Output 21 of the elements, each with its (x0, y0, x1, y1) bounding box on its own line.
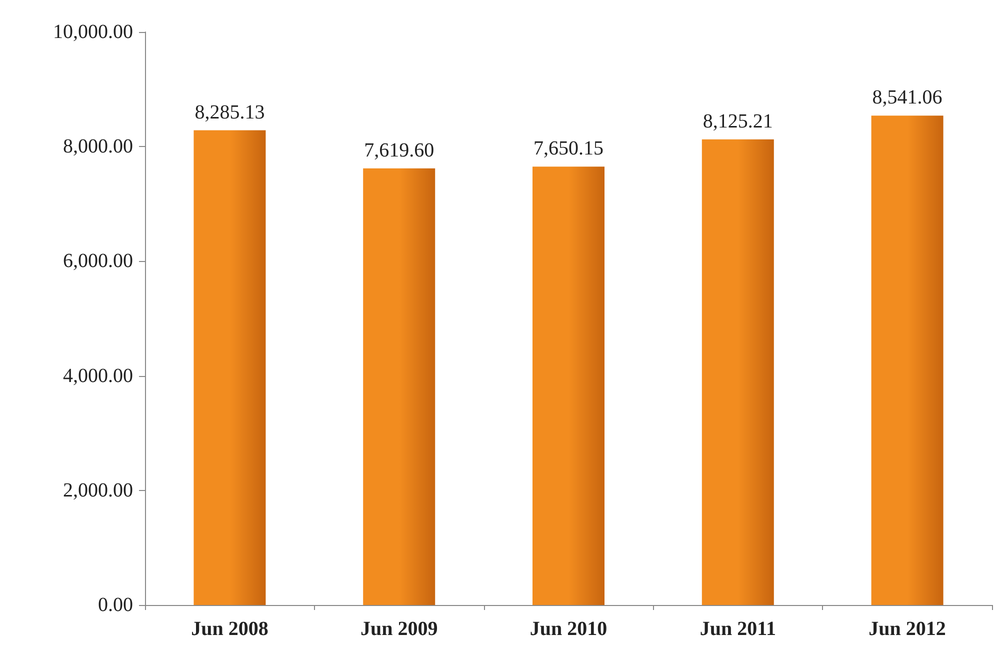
x-tick-label: Jun 2010 (530, 618, 608, 640)
data-label: 8,125.21 (702, 110, 773, 132)
data-label: 8,285.13 (194, 101, 265, 124)
bar (363, 168, 436, 605)
bar (532, 166, 604, 605)
x-tick-label: Jun 2011 (700, 618, 776, 640)
x-tick-label: Jun 2012 (868, 618, 946, 640)
data-label: 7,619.60 (364, 139, 434, 162)
bar (702, 139, 774, 605)
data-label: 7,650.15 (534, 138, 604, 160)
y-tick-label: 0.00 (98, 594, 133, 616)
y-tick-label: 6,000.00 (63, 250, 133, 272)
x-tick-label: Jun 2008 (191, 618, 268, 640)
y-tick-label: 8,000.00 (63, 136, 133, 158)
x-tick-label: Jun 2009 (360, 618, 438, 640)
y-tick-label: 4,000.00 (63, 364, 133, 387)
bar (871, 116, 944, 605)
y-tick-label: 10,000.00 (53, 21, 133, 43)
bar (194, 130, 266, 605)
data-label: 8,541.06 (872, 86, 942, 109)
y-tick-label: 2,000.00 (63, 479, 133, 502)
